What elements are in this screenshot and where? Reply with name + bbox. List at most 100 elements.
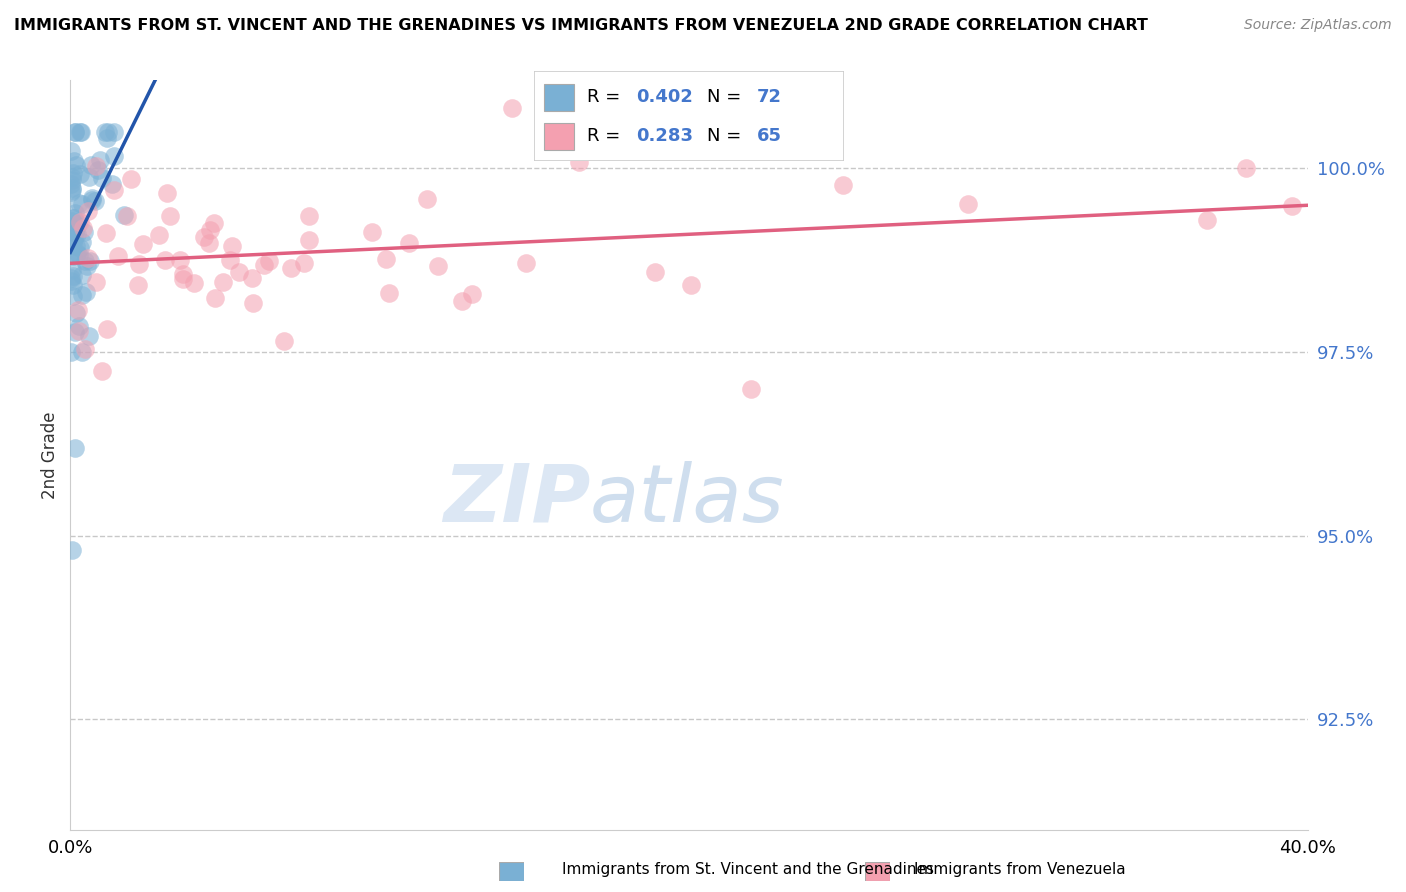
Point: [120, 171, 142, 186]
Point: [377, 285, 399, 300]
Y-axis label: 2nd Grade: 2nd Grade: [41, 411, 59, 499]
Point: [398, 236, 420, 251]
FancyBboxPatch shape: [544, 123, 575, 150]
Point: [63, 225, 86, 239]
Point: [156, 186, 179, 200]
Point: [67, 247, 90, 261]
Point: [200, 223, 222, 237]
Point: [87, 162, 110, 177]
Point: [415, 193, 437, 207]
Point: [644, 265, 666, 279]
Point: [96, 226, 118, 240]
Point: [515, 256, 537, 270]
Point: [127, 277, 149, 292]
Point: [956, 197, 979, 211]
Point: [63, 125, 86, 139]
Point: [240, 271, 263, 285]
Point: [212, 275, 235, 289]
Point: [62, 249, 84, 263]
Point: [107, 248, 129, 262]
Point: [84, 275, 107, 289]
Point: [62, 278, 84, 293]
Point: [1195, 212, 1218, 227]
Point: [831, 178, 853, 193]
Point: [96, 125, 118, 139]
Point: [70, 345, 93, 359]
Point: [66, 303, 89, 318]
Point: [76, 203, 98, 218]
Point: [69, 125, 91, 139]
Point: [73, 254, 96, 268]
Point: [63, 154, 86, 169]
Point: [128, 257, 150, 271]
Point: [132, 236, 155, 251]
Text: 65: 65: [756, 128, 782, 145]
Point: [253, 258, 276, 272]
Point: [112, 208, 135, 222]
Text: Source: ZipAtlas.com: Source: ZipAtlas.com: [1244, 18, 1392, 32]
Point: [63, 206, 86, 220]
Point: [70, 196, 93, 211]
Point: [60, 178, 83, 192]
Point: [60, 263, 83, 277]
Point: [70, 125, 93, 139]
Point: [67, 195, 90, 210]
Point: [568, 155, 591, 169]
Point: [172, 271, 194, 285]
Point: [153, 252, 176, 267]
Point: [65, 247, 87, 261]
FancyBboxPatch shape: [544, 84, 575, 111]
Point: [59, 219, 82, 234]
Point: [80, 158, 103, 172]
Point: [94, 125, 117, 139]
Point: [544, 137, 567, 152]
Point: [62, 269, 84, 284]
Point: [72, 221, 94, 235]
Point: [75, 285, 97, 299]
Point: [63, 441, 86, 455]
Point: [59, 235, 82, 250]
Point: [59, 186, 82, 200]
Point: [63, 126, 86, 140]
Point: [69, 215, 91, 229]
Point: [62, 289, 84, 303]
Point: [66, 217, 89, 231]
Point: [461, 286, 484, 301]
Text: R =: R =: [586, 128, 626, 145]
FancyBboxPatch shape: [499, 862, 524, 881]
Point: [427, 260, 450, 274]
Point: [77, 169, 100, 184]
Point: [193, 230, 215, 244]
Text: R =: R =: [586, 88, 626, 106]
Point: [63, 224, 86, 238]
Point: [169, 252, 191, 267]
Point: [159, 209, 181, 223]
Point: [204, 291, 226, 305]
Point: [60, 183, 83, 197]
Point: [77, 251, 100, 265]
Point: [62, 211, 84, 225]
Point: [62, 236, 84, 251]
Text: ZIP: ZIP: [443, 461, 591, 539]
Point: [273, 334, 295, 348]
Point: [91, 364, 114, 378]
Point: [681, 278, 703, 293]
Point: [1281, 199, 1303, 213]
Point: [501, 101, 523, 115]
Point: [60, 170, 83, 185]
Point: [63, 232, 86, 246]
Point: [740, 382, 762, 396]
Point: [76, 259, 98, 273]
Text: N =: N =: [707, 128, 748, 145]
Point: [84, 159, 107, 173]
Point: [70, 268, 93, 282]
Point: [62, 166, 84, 180]
Point: [69, 241, 91, 255]
Point: [115, 210, 138, 224]
Point: [172, 268, 194, 282]
Point: [298, 209, 321, 223]
Point: [374, 252, 396, 266]
FancyBboxPatch shape: [534, 71, 844, 161]
Point: [70, 235, 93, 249]
Text: Immigrants from Venezuela: Immigrants from Venezuela: [914, 863, 1126, 877]
